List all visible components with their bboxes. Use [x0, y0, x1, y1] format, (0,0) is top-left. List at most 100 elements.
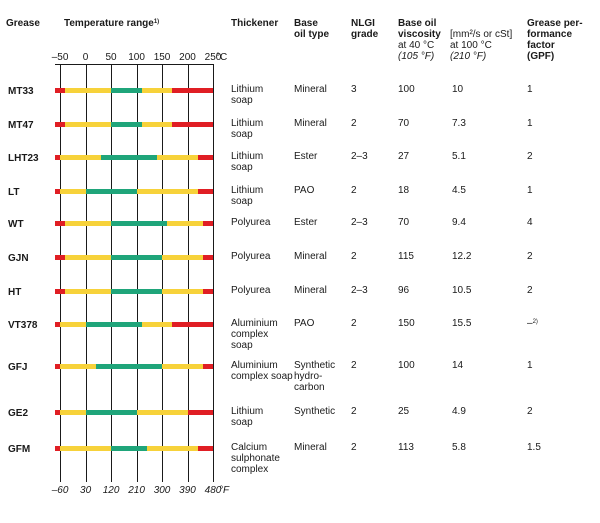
thickener: Aluminium	[231, 318, 278, 329]
gridline	[86, 64, 87, 482]
celsius-tick: 100	[128, 52, 145, 63]
celsius-tick: 200	[179, 52, 196, 63]
base-oil-type: PAO	[294, 318, 315, 329]
temp-band-yellow-lo	[65, 88, 112, 93]
temp-band-green	[85, 189, 137, 194]
thickener: complex	[231, 329, 269, 340]
thickener: Polyurea	[231, 285, 271, 296]
nlgi-grade: 2–3	[351, 285, 368, 296]
thickener: soap	[231, 196, 253, 207]
nlgi-grade: 3	[351, 84, 357, 95]
viscosity-40c: 100	[398, 84, 415, 95]
viscosity-100c: 14	[452, 360, 464, 371]
header-grease: Grease	[6, 18, 40, 29]
nlgi-grade: 2–3	[351, 217, 368, 228]
header-at100: at 100 °C	[450, 40, 492, 51]
base-oil-type: Mineral	[294, 442, 327, 453]
grease-name: VT378	[8, 320, 38, 331]
grease-name: WT	[8, 219, 24, 230]
temp-band-red-lo	[55, 410, 61, 415]
temp-band-yellow-hi	[136, 410, 188, 415]
viscosity-40c: 96	[398, 285, 410, 296]
fahrenheit-tick: 300	[153, 485, 171, 496]
grease-name: GFM	[8, 444, 31, 455]
viscosity-40c: 18	[398, 185, 410, 196]
temp-band-red-hi	[197, 155, 213, 160]
gridline	[111, 64, 112, 482]
gridline	[213, 64, 214, 482]
fahrenheit-unit: °F	[219, 485, 230, 496]
temp-band-red-hi	[202, 289, 213, 294]
fahrenheit-tick: 390	[179, 485, 196, 496]
thickener: complex	[231, 464, 269, 475]
celsius-tick: 250	[204, 52, 222, 63]
nlgi-grade: 2	[351, 360, 357, 371]
thickener: sulphonate	[231, 453, 280, 464]
thickener: soap	[231, 162, 253, 173]
header-gpf-4: (GPF)	[527, 51, 555, 62]
thickener: Lithium	[231, 151, 264, 162]
header-viscosity-2: viscosity	[398, 29, 441, 40]
celsius-unit: °C	[216, 52, 228, 63]
celsius-tick: 0	[82, 52, 89, 63]
thickener: Lithium	[231, 84, 264, 95]
temp-band-yellow-lo	[60, 189, 86, 194]
temp-band-green	[95, 364, 163, 369]
thickener: Polyurea	[231, 251, 271, 262]
temp-band-red-lo	[55, 322, 61, 327]
temp-band-red-hi	[187, 410, 213, 415]
thickener: Polyurea	[231, 217, 271, 228]
viscosity-100c: 12.2	[452, 251, 472, 262]
thickener: soap	[231, 417, 253, 428]
viscosity-100c: 4.9	[452, 406, 466, 417]
celsius-tick: –50	[51, 52, 69, 63]
gpf: 1	[527, 185, 533, 196]
header-viscosity-1: Base oil	[398, 18, 437, 29]
temp-band-yellow-hi	[156, 155, 198, 160]
footnote-marker: 1)	[153, 19, 160, 25]
header-thickener: Thickener	[231, 18, 279, 29]
viscosity-100c: 9.4	[452, 217, 466, 228]
gridline	[137, 64, 138, 482]
nlgi-grade: 2	[351, 251, 357, 262]
gpf: 2	[527, 285, 533, 296]
viscosity-100c: 5.1	[452, 151, 466, 162]
header-base-oil-type-2: oil type	[294, 29, 330, 40]
thickener: Lithium	[231, 118, 264, 129]
header-viscosity-unit: [mm²/s or cSt]	[450, 29, 513, 40]
viscosity-100c: 4.5	[452, 185, 466, 196]
gridline	[188, 64, 189, 482]
temp-band-green	[85, 410, 137, 415]
temp-band-yellow-hi	[141, 322, 173, 327]
temp-band-red-hi	[172, 88, 213, 93]
fahrenheit-tick: 30	[80, 485, 92, 496]
grease-name: GFJ	[8, 362, 28, 373]
temp-band-yellow-lo	[65, 289, 112, 294]
temp-band-yellow-hi	[146, 446, 198, 451]
grease-name: MT33	[8, 86, 34, 97]
temp-band-red-lo	[55, 189, 61, 194]
temp-band-green	[111, 255, 163, 260]
temp-band-red-lo	[55, 221, 66, 226]
viscosity-100c: 15.5	[452, 318, 472, 329]
temp-band-yellow-lo	[60, 322, 86, 327]
thickener: soap	[231, 95, 253, 106]
gpf: 1	[527, 118, 533, 129]
temp-band-red-hi	[202, 255, 213, 260]
viscosity-100c: 7.3	[452, 118, 466, 129]
viscosity-100c: 10	[452, 84, 464, 95]
temp-band-green	[111, 88, 142, 93]
header-at40: at 40 °C	[398, 40, 435, 51]
header-nlgi-1: NLGI	[351, 18, 375, 29]
temp-band-red-hi	[172, 122, 213, 127]
viscosity-100c: 5.8	[452, 442, 466, 453]
header-base-oil-type-1: Base	[294, 18, 318, 29]
base-oil-type: Mineral	[294, 118, 327, 129]
gpf: 2	[527, 151, 533, 162]
base-oil-type: PAO	[294, 185, 315, 196]
thickener: Aluminium	[231, 360, 278, 371]
temp-band-red-lo	[55, 255, 66, 260]
temp-band-red-hi	[197, 446, 213, 451]
celsius-tick: 150	[153, 52, 171, 63]
gpf: 2	[527, 251, 533, 262]
